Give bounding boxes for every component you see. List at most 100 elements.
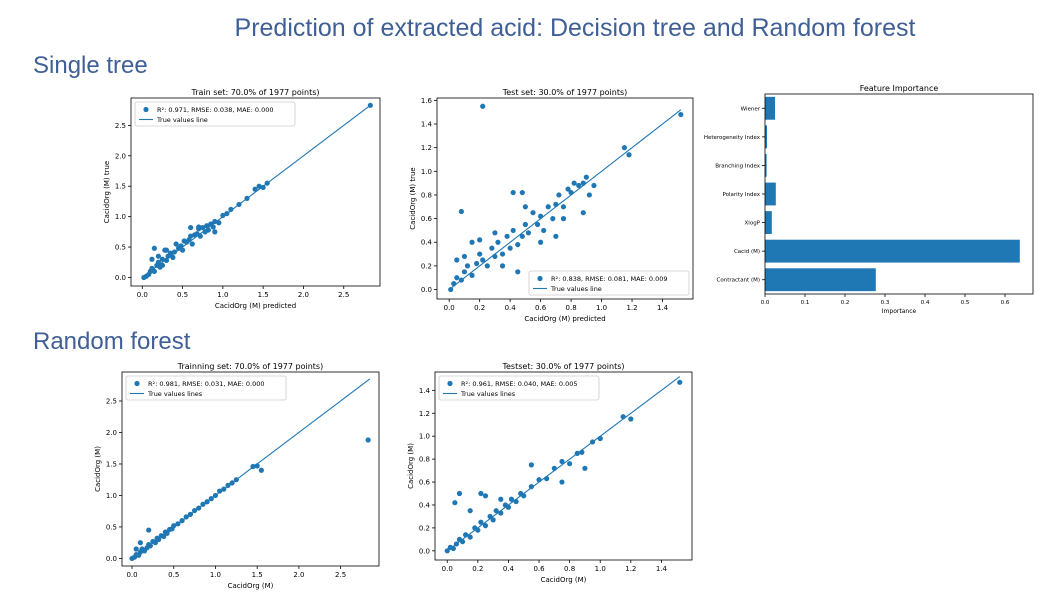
x-axis-label: CacidOrg (M) [541,576,587,584]
data-point [204,499,210,505]
category-label: Wiener [741,106,761,112]
section-single-tree: Single tree [33,52,148,79]
x-tick-label: 0.6 [535,304,547,312]
data-point [210,224,216,230]
importance-bar [765,154,767,177]
y-tick-label: 0.4 [421,239,433,247]
data-point [236,201,242,208]
x-tick-label: 1.0 [210,571,221,579]
x-tick-label: 1.2 [625,565,636,573]
data-point [591,182,597,189]
legend-marker-points [134,380,140,387]
data-point [477,237,483,243]
category-label: Heterogeneity Index [704,135,761,141]
importance-bar [765,268,876,292]
data-point [450,545,456,552]
data-point [147,543,153,549]
y-tick-label: 1.0 [419,433,430,441]
data-point [576,182,582,189]
data-point [152,540,158,546]
data-point [626,152,632,158]
data-point [155,259,161,265]
x-tick-label: 0.0 [442,565,453,573]
legend-box [125,375,287,401]
data-point [217,488,223,494]
data-point [522,221,528,228]
y-tick-label: 0.5 [115,244,126,252]
data-point [559,458,565,465]
category-label: Contractant (M) [717,278,760,284]
category-label: Polarity Index [723,192,761,198]
legend-label-line: True values lines [147,390,203,398]
data-point [204,223,210,229]
data-point [149,256,155,262]
data-point [498,496,504,502]
data-point [171,249,178,255]
data-point [580,180,586,186]
x-tick-label: 1.4 [657,304,669,312]
data-point [256,183,262,189]
x-tick-label: 1.5 [258,291,269,299]
data-point [565,186,571,192]
data-point [228,206,234,212]
plot-frame [764,93,1034,295]
data-point [191,507,198,514]
data-point [538,239,544,245]
data-point [225,482,231,488]
data-point [197,233,203,239]
category-label: Branching Index [715,163,761,169]
legend-label-points: R²: 0.961, RMSE: 0.040, MAE: 0.005 [461,380,578,388]
data-point [541,227,547,234]
true-values-line [448,109,682,290]
x-tick-label: 0.5 [168,571,179,579]
rf-train-chart: Trainning set: 70.0% of 1977 points) 0.0 0… [85,358,385,590]
data-point [187,511,194,517]
chart-title: Test set: 30.0% of 1977 points) [502,88,628,97]
y-tick-label: 1.0 [115,213,126,221]
x-tick-label: 0.8 [564,565,575,573]
data-point [151,268,157,274]
data-point [189,241,195,247]
x-tick-label: 0.0 [444,304,455,312]
data-point [208,496,214,502]
data-point [478,519,484,525]
y-tick-label: 2.0 [106,429,117,437]
data-point [188,224,194,231]
x-axis-label: CacidOrg (M) [228,582,274,590]
data-point [482,523,489,529]
y-tick-label: 0.8 [421,191,432,199]
data-point [173,241,179,247]
data-point [365,437,371,443]
x-tick-label: 1.4 [656,565,668,573]
data-point [567,461,573,467]
data-point [505,504,512,510]
chart-title: Feature Importance [860,84,939,93]
x-tick-label: 0.2 [474,304,485,312]
chart-title: Trainning set: 70.0% of 1977 points) [177,362,323,371]
data-point [621,145,628,151]
data-point [250,463,256,470]
data-point [551,465,557,471]
legend-marker-points [447,380,453,387]
data-point [146,527,152,533]
data-point [188,233,194,239]
data-point [454,257,460,263]
data-point [212,229,218,235]
data-point [495,239,501,245]
data-point [200,224,206,231]
legend-marker-points [143,106,149,113]
data-point [507,245,513,251]
data-point [196,224,202,230]
x-tick-label: 0.0 [137,291,148,299]
data-point [258,467,264,473]
legend-label-points: R²: 0.838, RMSE: 0.081, MAE: 0.009 [551,275,668,283]
plot-frame [130,97,381,287]
dt-test-chart: Test set: 30.0% of 1977 points) 0.0 0.2 0.4… [395,86,700,323]
dt-train-chart: Train set: 70.0% of 1977 points) 0.0 0.5 1.… [88,86,388,314]
y-tick-label: 0.0 [419,547,430,555]
importance-bar [765,239,1020,263]
data-point [159,262,166,268]
x-tick-label: 0.2 [472,565,483,573]
data-point [175,521,181,527]
y-tick-label: 1.6 [421,97,433,105]
